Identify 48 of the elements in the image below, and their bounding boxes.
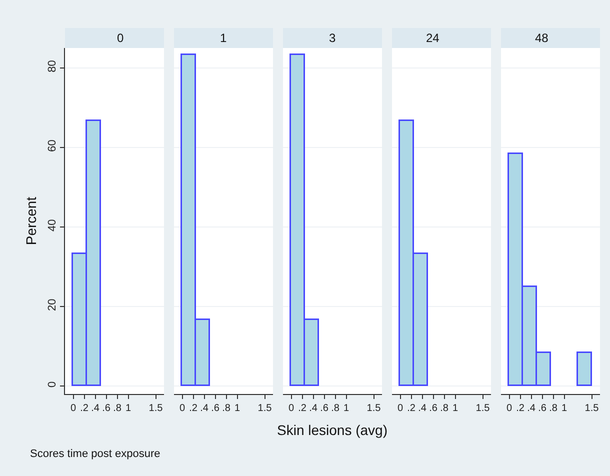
x-tick-label: .2	[407, 403, 416, 414]
x-tick-label: .8	[331, 403, 340, 414]
x-tick-label: 0	[179, 403, 186, 414]
y-tick-label: 20	[46, 298, 59, 311]
x-tick-label: .4	[200, 403, 209, 414]
x-tick-label: 1	[452, 403, 458, 414]
x-tick-label: .6	[211, 403, 220, 414]
x-tick-label: 1.5	[258, 403, 272, 414]
x-tick-label: .2	[298, 403, 307, 414]
chart-title: 3	[329, 31, 336, 45]
x-tick-label: .2	[189, 403, 198, 414]
x-tick-label: 1.5	[148, 403, 164, 414]
text: Scores time post exposure	[30, 448, 160, 460]
x-tick-label: .4	[91, 403, 100, 414]
x-tick-label: .6	[320, 403, 329, 414]
y-tick-label: 40	[46, 219, 59, 232]
x-tick-label: 1.5	[476, 403, 490, 414]
x-tick-label: 1	[234, 403, 240, 414]
y-tick-label: 60	[46, 140, 59, 152]
x-tick-label: .4	[418, 403, 427, 414]
x-tick-label: 0	[70, 403, 76, 414]
x-tick-label: .6	[538, 403, 547, 414]
x-tick-label: .8	[440, 403, 449, 414]
x-tick-label: .6	[429, 403, 438, 414]
x-tick-label: .4	[309, 403, 318, 414]
x-tick-label: .8	[222, 403, 231, 414]
x-tick-label: 1	[343, 403, 350, 414]
x-tick-label: 0	[397, 403, 404, 414]
x-tick-label: 0	[288, 403, 294, 414]
y-tick-label: 0	[46, 381, 59, 388]
y-tick-label: 80	[46, 60, 59, 72]
x-tick-label: 1.5	[366, 403, 382, 414]
x-tick-label: .8	[549, 403, 558, 414]
x-tick-label: .8	[113, 403, 122, 414]
x-tick-label: 1	[125, 403, 132, 414]
x-tick-label: .2	[80, 403, 89, 414]
chart-title: 24	[426, 31, 440, 45]
x-tick-label: 1.5	[584, 403, 600, 414]
x-tick-label: 1	[561, 403, 568, 414]
x-tick-label: .2	[516, 403, 525, 414]
chart-title: 0	[117, 31, 124, 45]
x-axis-title: Skin lesions (avg)	[277, 422, 388, 438]
y-axis-title: Percent	[23, 196, 40, 246]
x-tick-label: .4	[527, 403, 536, 414]
chart-title: 48	[535, 31, 549, 45]
x-tick-label: .6	[102, 403, 111, 414]
chart-title: 1	[220, 31, 227, 45]
x-tick-label: 0	[506, 403, 512, 414]
